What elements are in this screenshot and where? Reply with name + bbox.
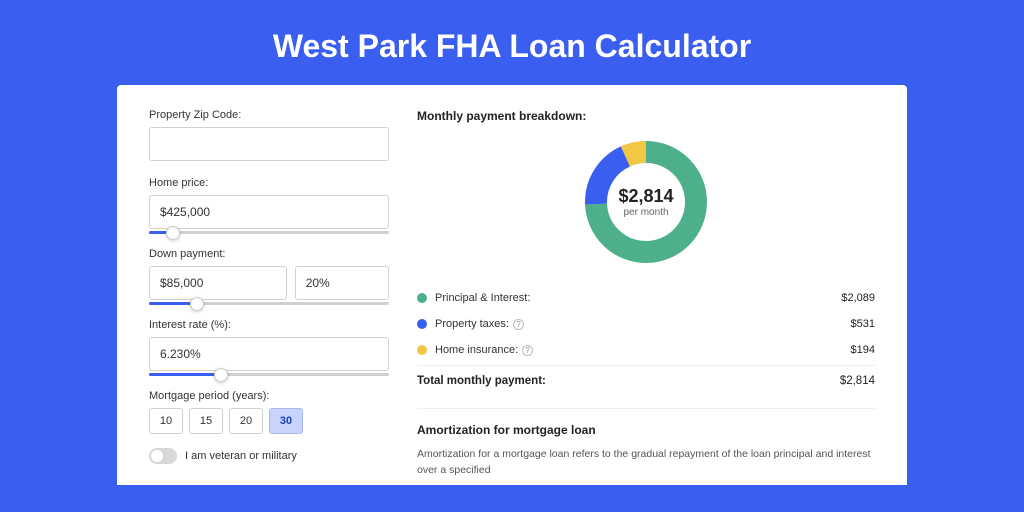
home-price-field: Home price: — [149, 177, 389, 234]
legend-label: Home insurance:? — [435, 344, 851, 356]
down-payment-amount-input[interactable] — [149, 266, 287, 300]
donut-center-amount: $2,814 — [618, 186, 673, 207]
inputs-column: Property Zip Code: Home price: Down paym… — [149, 109, 389, 485]
breakdown-title: Monthly payment breakdown: — [417, 109, 875, 123]
total-value: $2,814 — [840, 375, 875, 387]
veteran-row: I am veteran or military — [149, 448, 389, 464]
zip-input[interactable] — [149, 127, 389, 161]
interest-rate-label: Interest rate (%): — [149, 319, 389, 331]
mortgage-period-label: Mortgage period (years): — [149, 390, 389, 402]
total-row: Total monthly payment: $2,814 — [417, 365, 875, 396]
period-option-30[interactable]: 30 — [269, 408, 303, 434]
info-icon[interactable]: ? — [513, 319, 524, 330]
interest-rate-slider[interactable] — [149, 373, 389, 376]
down-payment-slider-thumb[interactable] — [190, 297, 204, 311]
calculator-card: Property Zip Code: Home price: Down paym… — [117, 85, 907, 485]
legend-dot-icon — [417, 293, 427, 303]
period-option-20[interactable]: 20 — [229, 408, 263, 434]
amortization-section: Amortization for mortgage loan Amortizat… — [417, 408, 875, 479]
legend-dot-icon — [417, 345, 427, 355]
breakdown-column: Monthly payment breakdown: $2,814 per mo… — [417, 109, 875, 485]
down-payment-field: Down payment: — [149, 248, 389, 305]
down-payment-label: Down payment: — [149, 248, 389, 260]
payment-donut-chart: $2,814 per month — [581, 137, 711, 267]
page-title: West Park FHA Loan Calculator — [0, 0, 1024, 85]
info-icon[interactable]: ? — [522, 345, 533, 356]
interest-rate-slider-thumb[interactable] — [214, 368, 228, 382]
period-option-15[interactable]: 15 — [189, 408, 223, 434]
interest-rate-field: Interest rate (%): — [149, 319, 389, 376]
down-payment-percent-input[interactable] — [295, 266, 389, 300]
veteran-label: I am veteran or military — [185, 450, 297, 462]
legend-value: $194 — [851, 344, 875, 356]
legend-label: Property taxes:? — [435, 318, 851, 330]
home-price-input[interactable] — [149, 195, 389, 229]
zip-label: Property Zip Code: — [149, 109, 389, 121]
mortgage-period-field: Mortgage period (years): 10152030 — [149, 390, 389, 434]
legend-value: $2,089 — [841, 292, 875, 304]
legend-row: Property taxes:?$531 — [417, 311, 875, 337]
legend-label: Principal & Interest: — [435, 292, 841, 304]
home-price-slider[interactable] — [149, 231, 389, 234]
zip-field: Property Zip Code: — [149, 109, 389, 163]
mortgage-period-options: 10152030 — [149, 408, 389, 434]
breakdown-legend: Principal & Interest:$2,089Property taxe… — [417, 285, 875, 363]
amortization-text: Amortization for a mortgage loan refers … — [417, 447, 875, 479]
legend-row: Principal & Interest:$2,089 — [417, 285, 875, 311]
home-price-label: Home price: — [149, 177, 389, 189]
legend-row: Home insurance:?$194 — [417, 337, 875, 363]
home-price-slider-thumb[interactable] — [166, 226, 180, 240]
interest-rate-slider-fill — [149, 373, 221, 376]
amortization-title: Amortization for mortgage loan — [417, 423, 875, 437]
veteran-toggle[interactable] — [149, 448, 177, 464]
down-payment-slider[interactable] — [149, 302, 389, 305]
donut-center-sub: per month — [623, 207, 668, 218]
interest-rate-input[interactable] — [149, 337, 389, 371]
legend-dot-icon — [417, 319, 427, 329]
period-option-10[interactable]: 10 — [149, 408, 183, 434]
legend-value: $531 — [851, 318, 875, 330]
total-label: Total monthly payment: — [417, 375, 840, 387]
